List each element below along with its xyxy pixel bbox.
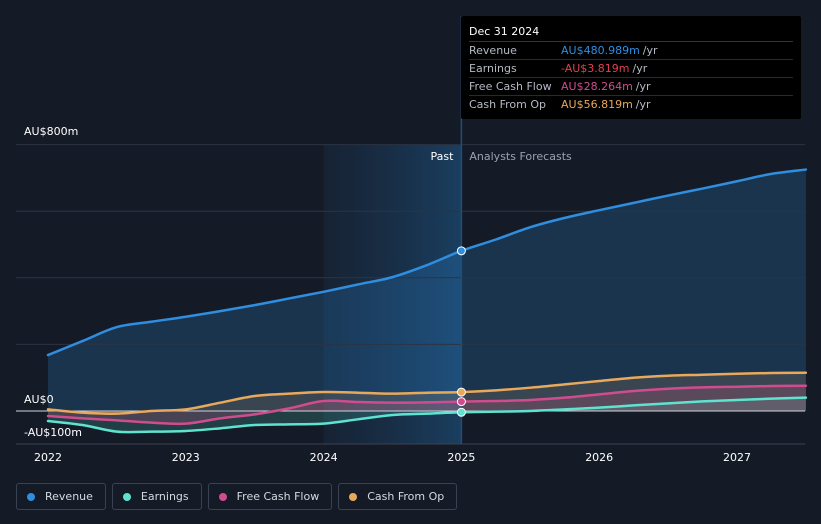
chart-marker-layer [456,246,466,417]
x-tick-label: 2025 [447,451,475,464]
highlight-point-earnings [456,407,466,417]
x-tick-label: 2022 [34,451,62,464]
series-line-cash-from-op [46,371,808,415]
y-tick-label: AU$800m [24,125,78,138]
x-tick-label: 2026 [585,451,613,464]
legend-item-revenue[interactable]: Revenue [16,483,106,510]
tooltip-row-revenue: Revenue AU$480.989m /yr [469,42,793,60]
series-line-free-cash-flow [46,384,808,426]
legend-item-free-cash-flow[interactable]: Free Cash Flow [207,483,333,510]
tooltip-value: -AU$3.819m [561,62,630,75]
tooltip-value: AU$480.989m [561,44,640,57]
legend-dot-icon [27,492,35,501]
tooltip-unit: /yr [635,98,651,111]
legend-dot-icon [349,492,358,501]
tooltip-unit: /yr [635,80,651,93]
series-line-earnings [46,396,808,434]
chart-area-layer [48,169,806,433]
chart-line-layer [46,168,808,434]
series-area-revenue [48,169,806,411]
x-tick-label: 2027 [723,451,751,464]
tooltip-label: Earnings [469,62,517,75]
series-area-free-cash-flow [48,385,806,424]
tooltip-unit: /yr [632,62,648,75]
legend-dot-icon [122,492,131,501]
legend-label: Free Cash Flow [236,490,320,503]
tooltip-date: Dec 31 2024 [469,24,793,42]
chart-text-layer: AU$800m AU$0 -AU$100m 2022 2023 2024 2025 2026 2… [24,125,751,464]
legend-item-cash-from-op[interactable]: Cash From Op [338,483,458,510]
tooltip-label: Revenue [469,44,517,57]
legend-label: Revenue [45,490,93,503]
tooltip-row-earnings: Earnings -AU$3.819m /yr [469,60,793,78]
forecast-label: Analysts Forecasts [469,150,572,163]
tooltip-row-free-cash-flow: Free Cash Flow AU$28.264m /yr [469,78,793,96]
legend-label: Cash From Op [367,490,445,503]
series-line-revenue [46,168,808,357]
highlight-point-free-cash-flow [456,397,466,407]
tooltip-label: Cash From Op [469,98,547,111]
tooltip-label: Free Cash Flow [469,80,552,93]
tooltip-value: AU$28.264m [561,80,633,93]
past-label: Past [430,150,454,163]
x-tick-label: 2023 [172,451,200,464]
legend-item-earnings[interactable]: Earnings [111,483,202,510]
legend-label: Earnings [140,490,189,503]
tooltip-value: AU$56.819m [561,98,633,111]
legend: Revenue Earnings Free Cash Flow Cash Fro… [16,483,458,510]
tooltip-row-cash-from-op: Cash From Op AU$56.819m /yr [469,96,793,113]
y-tick-label: -AU$100m [24,426,82,439]
tooltip: Dec 31 2024 Revenue AU$480.989m /yr Earn… [461,16,801,119]
series-area-earnings [48,397,806,433]
legend-dot-icon [218,492,227,501]
highlight-point-cash-from-op [456,387,466,397]
x-tick-label: 2024 [310,451,338,464]
highlight-point-revenue [456,246,466,256]
tooltip-unit: /yr [642,44,658,57]
y-tick-label: AU$0 [24,393,54,406]
